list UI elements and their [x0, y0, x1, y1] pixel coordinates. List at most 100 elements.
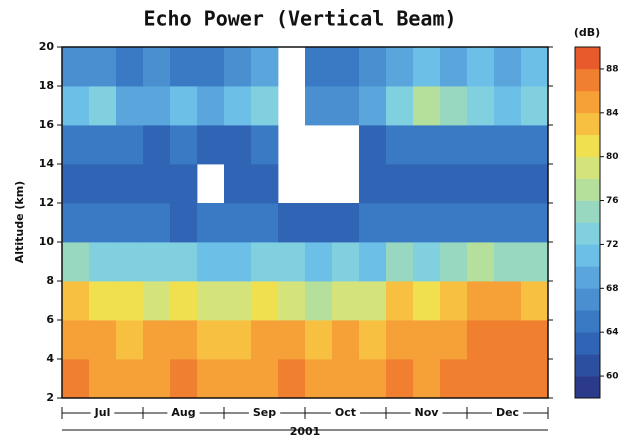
heat-cell: [62, 242, 90, 282]
month-label-bg: [90, 405, 115, 421]
heat-cell: [521, 125, 549, 165]
month-label-bg: [167, 405, 200, 421]
heat-cell: [143, 164, 171, 204]
heat-cell: [332, 320, 360, 360]
heat-cell: [170, 203, 198, 243]
heat-cell: [440, 320, 468, 360]
heat-cell: [359, 281, 387, 321]
colorbar-swatch: [575, 376, 600, 399]
month-label: Dec: [496, 406, 519, 419]
heat-cell: [332, 203, 360, 243]
colorbar-swatch: [575, 244, 600, 267]
heat-cell: [386, 320, 414, 360]
heat-cell: [440, 281, 468, 321]
heat-cell: [89, 203, 117, 243]
heat-cell: [251, 203, 279, 243]
y-axis-label: Altitude (km): [13, 181, 26, 263]
month-label: Oct: [335, 406, 356, 419]
colorbar-swatch: [575, 222, 600, 245]
heat-cell: [494, 281, 522, 321]
heat-cell: [413, 203, 441, 243]
heat-cell: [224, 86, 252, 126]
month-label-bg: [330, 405, 361, 421]
heat-cell: [170, 86, 198, 126]
colorbar-swatch: [575, 90, 600, 114]
heat-cell: [305, 359, 333, 399]
heat-cell: [359, 125, 387, 165]
colorbar-swatch: [575, 134, 600, 157]
colorbar-swatch: [575, 68, 600, 92]
colorbar-swatch: [575, 332, 600, 355]
heat-cell: [116, 47, 144, 87]
heat-cell: [494, 47, 522, 87]
heat-cell: [89, 125, 117, 165]
heat-cell: [224, 359, 252, 399]
heat-cell: [386, 242, 414, 282]
heat-cell: [467, 359, 495, 399]
colorbar-tick-label: 64: [606, 328, 619, 338]
heat-cell: [521, 320, 549, 360]
heat-cell: [521, 164, 549, 204]
colorbar-swatch: [575, 156, 600, 179]
heat-cell: [224, 203, 252, 243]
heat-cell: [89, 242, 117, 282]
month-label-bg: [410, 405, 443, 421]
heat-cell: [332, 242, 360, 282]
heat-cell: [440, 359, 468, 399]
heat-cell: [143, 203, 171, 243]
heat-cell: [251, 86, 279, 126]
heat-cell: [143, 359, 171, 399]
y-tick-label: 18: [39, 79, 54, 92]
heat-cell: [251, 164, 279, 204]
heat-cell: [359, 359, 387, 399]
plot-frame: [61, 46, 549, 399]
heat-cell: [197, 203, 225, 243]
heat-cell: [143, 86, 171, 126]
heat-cell: [62, 125, 90, 165]
heat-cell: [413, 281, 441, 321]
heat-cell: [440, 164, 468, 204]
heat-cell: [116, 242, 144, 282]
heat-cell: [143, 320, 171, 360]
heat-cell: [197, 320, 225, 360]
heat-cell: [386, 86, 414, 126]
heat-cell: [413, 164, 441, 204]
y-tick-label: 16: [39, 118, 55, 131]
colorbar-tick-label: 60: [606, 372, 619, 382]
colorbar-tick-label: 84: [606, 108, 619, 118]
colorbar-swatch: [575, 112, 600, 136]
heat-cell: [62, 86, 90, 126]
colorbar-swatch: [575, 200, 600, 223]
heat-cell: [170, 164, 198, 204]
heat-cell: [143, 47, 171, 87]
heat-cell: [197, 125, 225, 165]
heat-cell: [521, 203, 549, 243]
heat-cell: [116, 281, 144, 321]
heat-cell: [494, 86, 522, 126]
heat-cell: [494, 125, 522, 165]
heat-cell: [413, 125, 441, 165]
heat-cell: [62, 203, 90, 243]
heat-cell: [170, 242, 198, 282]
heat-cell: [143, 125, 171, 165]
heat-cell: [359, 242, 387, 282]
heat-cell: [251, 281, 279, 321]
heat-cell: [170, 320, 198, 360]
heat-cell: [305, 242, 333, 282]
y-tick-label: 2: [46, 391, 54, 404]
heat-cell: [197, 47, 225, 87]
heat-cell: [494, 320, 522, 360]
colorbar-label: (dB): [574, 26, 600, 39]
heat-cell: [386, 281, 414, 321]
heat-cell: [521, 47, 549, 87]
heat-cell: [494, 164, 522, 204]
heat-cell: [170, 281, 198, 321]
heat-cell: [251, 359, 279, 399]
heat-cell: [494, 359, 522, 399]
heat-cell: [62, 359, 90, 399]
heat-cell: [89, 320, 117, 360]
heat-cell: [89, 47, 117, 87]
heat-cell: [413, 47, 441, 87]
heat-cell: [386, 125, 414, 165]
